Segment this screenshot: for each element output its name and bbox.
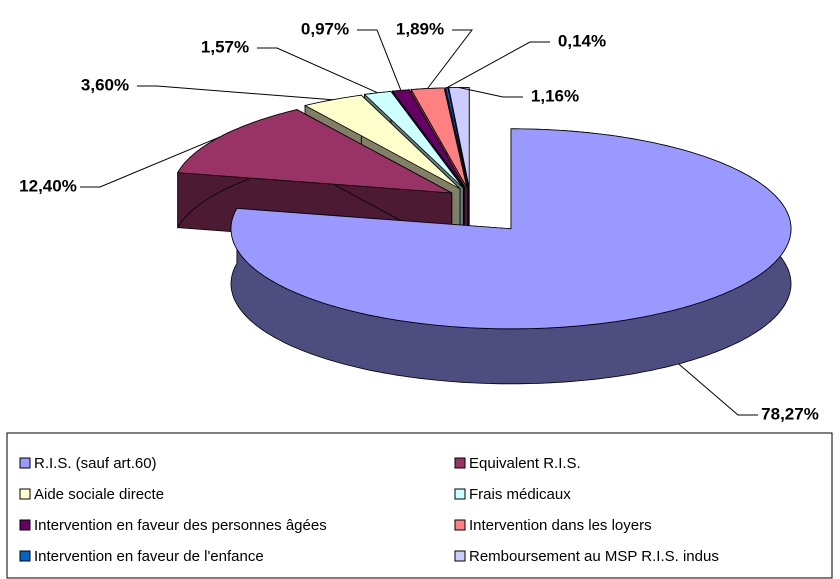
legend-box xyxy=(6,432,833,579)
leader-line xyxy=(137,85,333,101)
data-label: 78,27% xyxy=(761,404,819,423)
leader-line xyxy=(458,87,523,98)
legend-label: Intervention en faveur de l'enfance xyxy=(34,548,264,565)
legend-swatch xyxy=(454,488,466,500)
legend-swatch xyxy=(454,457,466,469)
legend-label: Intervention dans les loyers xyxy=(469,517,652,534)
legend-label: R.I.S. (sauf art.60) xyxy=(34,455,157,472)
legend-label: Remboursement au MSP R.I.S. indus xyxy=(469,548,719,565)
data-label: 0,14% xyxy=(558,31,606,50)
legend-label: Frais médicaux xyxy=(469,486,571,503)
legend-swatch xyxy=(19,488,31,500)
leader-line xyxy=(678,363,758,416)
legend-label: Intervention en faveur des personnes âgé… xyxy=(34,517,327,534)
data-label: 1,89% xyxy=(396,19,444,38)
data-label: 1,16% xyxy=(531,86,579,105)
legend-swatch xyxy=(454,519,466,531)
leader-line xyxy=(80,136,221,188)
leader-line xyxy=(446,41,550,89)
leader-line xyxy=(357,29,402,91)
slice xyxy=(230,128,792,330)
legend-swatch xyxy=(454,550,466,562)
leader-line xyxy=(427,29,474,89)
data-label: 1,57% xyxy=(201,37,249,56)
leader-line xyxy=(257,47,378,94)
legend-swatch xyxy=(19,550,31,562)
data-label: 12,40% xyxy=(19,176,77,195)
data-label: 3,60% xyxy=(81,75,129,94)
legend-label: Equivalent R.I.S. xyxy=(469,455,581,472)
data-label: 0,97% xyxy=(301,19,349,38)
legend-swatch xyxy=(19,519,31,531)
legend-label: Aide sociale directe xyxy=(34,486,164,503)
legend-swatch xyxy=(19,457,31,469)
